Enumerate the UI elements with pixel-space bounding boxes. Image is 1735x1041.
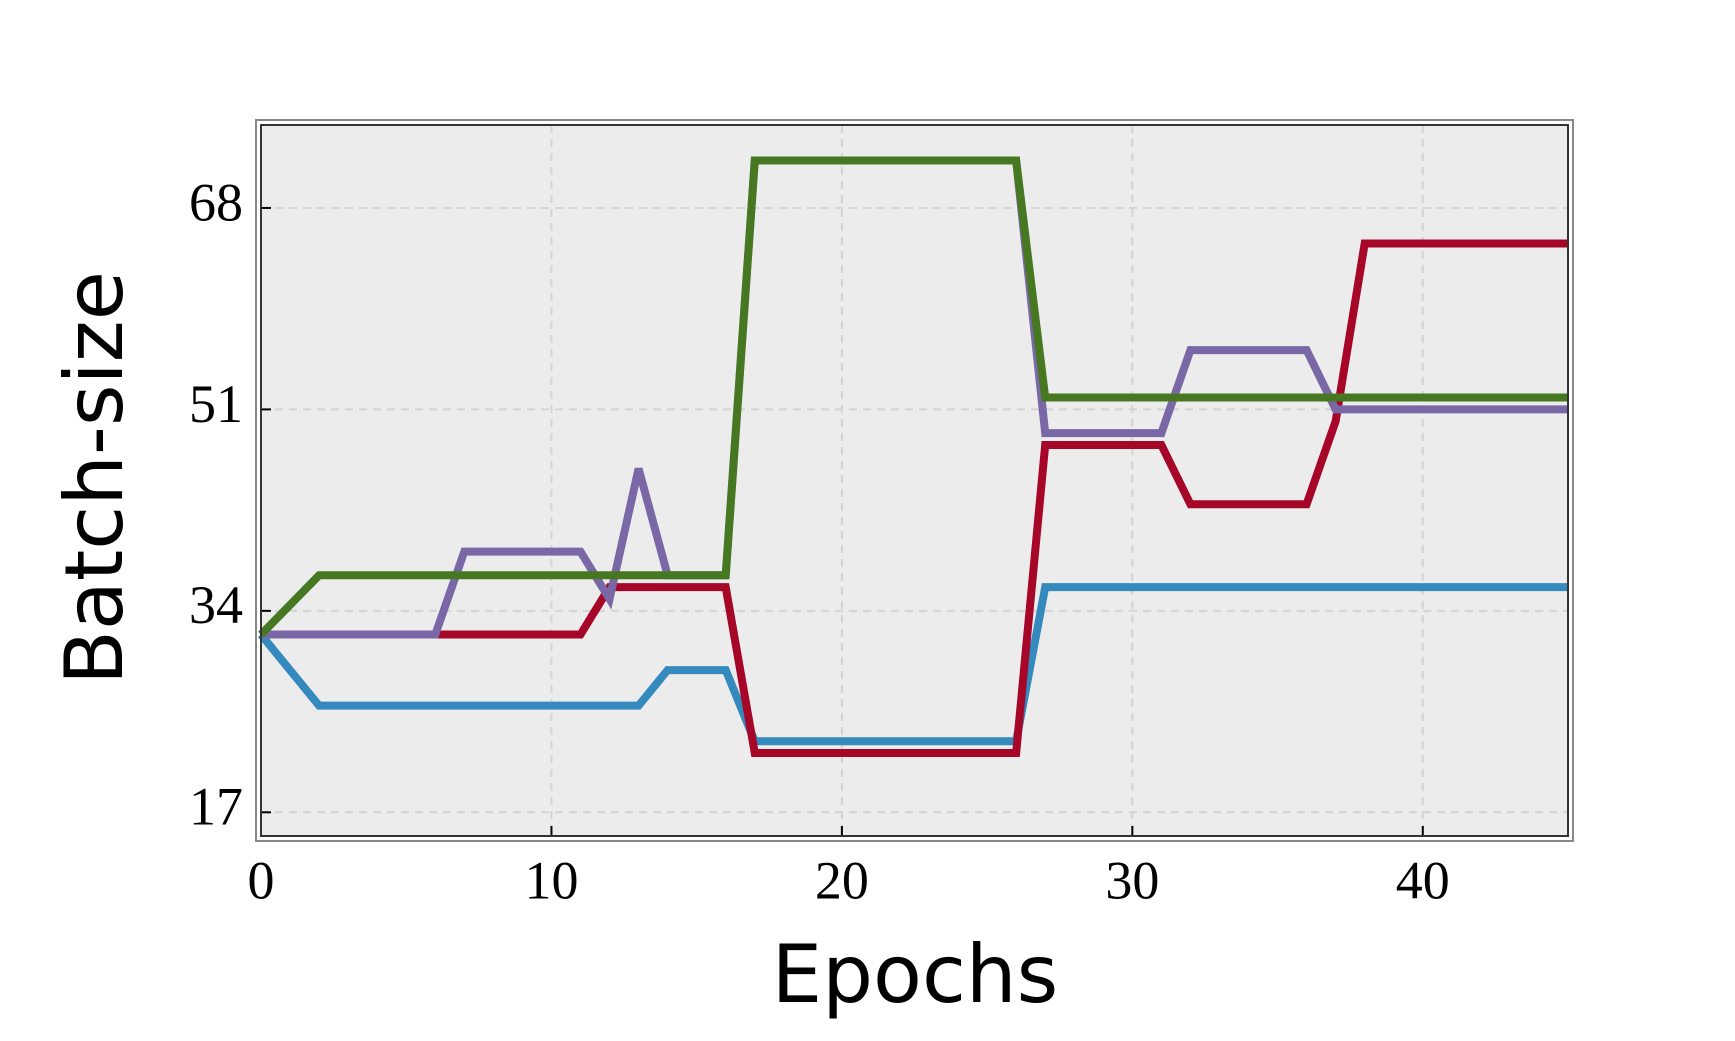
x-tick-label: 0 (248, 850, 275, 910)
y-axis-label: Batch-size (48, 271, 141, 685)
y-tick-label: 51 (189, 374, 243, 434)
plot-frame-outer (255, 119, 1574, 842)
y-tick-label: 17 (189, 777, 243, 837)
y-tick-label: 34 (189, 575, 243, 635)
y-tick-label: 68 (189, 172, 243, 232)
x-tick-label: 20 (815, 850, 869, 910)
x-tick-label: 10 (524, 850, 578, 910)
x-tick-label: 40 (1396, 850, 1450, 910)
series-line (258, 156, 1568, 638)
plot-frame (260, 124, 1569, 837)
series-line (261, 239, 1568, 758)
x-tick-label: 30 (1105, 850, 1159, 910)
plot-background (261, 125, 1568, 836)
series-line (257, 583, 1568, 746)
x-axis-label: Epochs (772, 928, 1059, 1021)
